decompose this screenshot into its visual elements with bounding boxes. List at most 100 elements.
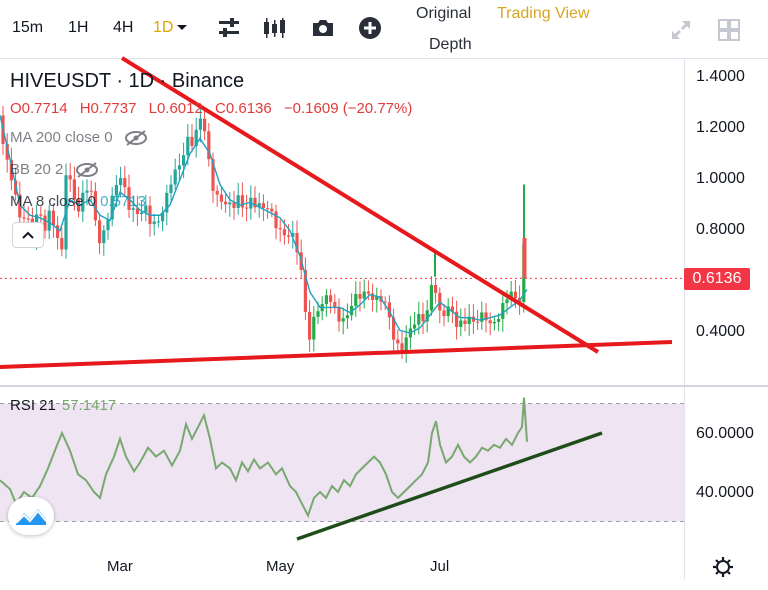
candle-body: [383, 301, 387, 303]
ma8-legend[interactable]: MA 8 close 0 0.5713: [10, 193, 146, 210]
candle-body: [43, 215, 47, 231]
candle-body: [366, 291, 370, 294]
candle-body: [480, 312, 484, 322]
indicators-sliders-icon[interactable]: [216, 15, 242, 41]
candle-body: [169, 184, 173, 193]
candle-body: [165, 192, 169, 213]
candle-body: [291, 233, 295, 237]
candle-body: [77, 199, 81, 212]
candle-body: [316, 311, 320, 317]
candle-body: [173, 169, 177, 185]
last-candle-body: [522, 237, 527, 279]
candle-body: [337, 307, 341, 322]
tab-original[interactable]: Original: [416, 5, 472, 22]
time-tick: Mar: [107, 558, 133, 575]
support-trendline: [0, 340, 673, 369]
price-tick: 0.8000: [696, 221, 745, 238]
settings-gear-icon[interactable]: [712, 556, 734, 578]
eye-hidden-icon[interactable]: [123, 129, 149, 147]
candle-body: [459, 320, 463, 327]
price-axis-divider: [684, 58, 685, 580]
candle-body: [257, 203, 261, 208]
candle-body: [425, 310, 429, 322]
chevron-down-icon[interactable]: [175, 22, 189, 34]
candle-body: [429, 285, 433, 311]
rsi-trendline: [296, 431, 603, 541]
tab-trading-view[interactable]: Trading View: [497, 5, 590, 22]
ma200-label: MA 200 close 0: [10, 129, 113, 146]
candle-body: [404, 337, 408, 351]
candle-body: [194, 129, 198, 147]
candle-body: [236, 195, 240, 209]
bb-legend[interactable]: BB 20 2: [10, 161, 100, 179]
candle-body: [308, 311, 312, 340]
candle-body: [434, 285, 438, 293]
candle-body: [463, 320, 467, 325]
rsi-value: 57.1417: [61, 397, 117, 414]
candle-body: [18, 194, 22, 218]
camera-icon[interactable]: [310, 15, 336, 41]
candle-body: [455, 311, 459, 327]
candle-body: [253, 197, 257, 208]
tradingview-logo[interactable]: [8, 497, 54, 535]
rsi-legend[interactable]: RSI 21 57.1417: [10, 397, 116, 414]
candle-body: [354, 294, 358, 306]
candle-body: [39, 214, 43, 216]
price-tick: 1.4000: [696, 68, 745, 85]
candle-body: [211, 159, 215, 191]
collapse-legend-button[interactable]: [12, 222, 44, 248]
candle-body: [240, 195, 244, 208]
timeframe-15m[interactable]: 15m: [12, 19, 44, 36]
candle-body: [85, 190, 89, 193]
candle-body: [156, 221, 160, 223]
tradingview-logo-icon: [15, 509, 47, 525]
candle-body: [501, 303, 505, 320]
candle-body: [22, 217, 26, 219]
candle-body: [358, 294, 362, 299]
candle-body: [497, 319, 501, 322]
candles-icon[interactable]: [261, 15, 287, 41]
candle-body: [303, 269, 307, 312]
candle-body: [329, 295, 333, 302]
symbol-title: HIVEUSDT · 1D · Binance: [10, 70, 245, 92]
ma200-legend[interactable]: MA 200 close 0: [10, 129, 149, 147]
candle-body: [324, 295, 328, 305]
pane-divider[interactable]: [0, 385, 768, 387]
fullscreen-icon[interactable]: [668, 17, 694, 43]
candle-body: [371, 293, 375, 300]
open-value: O0.7714: [10, 100, 68, 117]
candle-body: [135, 208, 139, 215]
candle-body: [60, 237, 64, 250]
candle-body: [131, 208, 135, 210]
candle-body: [26, 218, 30, 220]
time-tick: May: [266, 558, 295, 575]
candle-body: [333, 301, 337, 308]
candle-body: [186, 136, 190, 156]
low-value: L0.6012: [148, 100, 203, 117]
timeframe-1h[interactable]: 1H: [68, 19, 89, 36]
timeframe-4h[interactable]: 4H: [113, 19, 134, 36]
price-tick: 1.0000: [696, 170, 745, 187]
candle-body: [312, 316, 316, 340]
candle-body: [417, 314, 421, 325]
rsi-label: RSI 21: [10, 397, 56, 414]
tab-depth[interactable]: Depth: [429, 36, 472, 53]
rsi-band: [0, 403, 684, 522]
eye-hidden-icon[interactable]: [74, 161, 100, 179]
timeframe-1d[interactable]: 1D: [153, 19, 174, 36]
candle-body: [228, 202, 232, 205]
candle-body: [387, 302, 391, 318]
candle-body: [341, 318, 345, 322]
add-plus-icon[interactable]: [357, 15, 383, 41]
candle-body: [114, 185, 118, 196]
ma8-value: 0.5713: [100, 193, 146, 210]
candle-body: [375, 296, 379, 300]
layout-grid-icon[interactable]: [716, 17, 742, 43]
rsi-line: [0, 397, 528, 519]
candle-body: [182, 155, 186, 166]
candle-body: [476, 321, 480, 323]
candle-body: [140, 212, 144, 215]
candle-body: [5, 143, 9, 160]
candle-body: [215, 190, 219, 195]
